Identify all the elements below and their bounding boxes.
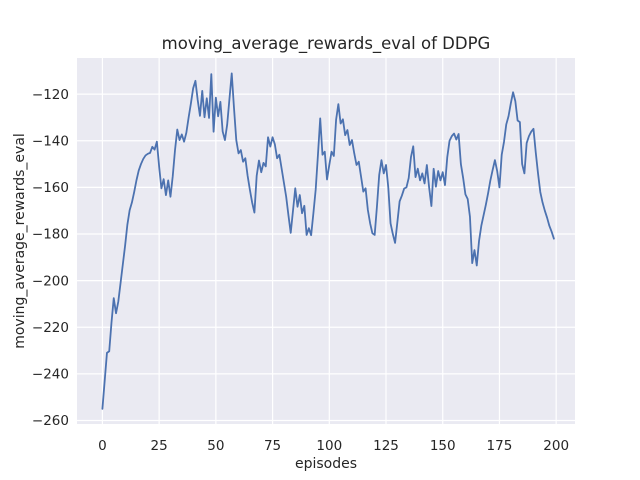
y-tick-label: −200 bbox=[32, 273, 69, 289]
y-tick-label: −220 bbox=[32, 320, 69, 336]
x-tick-label: 200 bbox=[543, 438, 569, 454]
x-tick-label: 125 bbox=[373, 438, 399, 454]
chart-title: moving_average_rewards_eval of DDPG bbox=[162, 34, 491, 54]
y-axis-label: moving_average_rewards_eval bbox=[12, 133, 28, 349]
x-tick-label: 0 bbox=[98, 438, 107, 454]
x-tick-label: 100 bbox=[316, 438, 342, 454]
gridlines bbox=[77, 58, 575, 424]
x-tick-label: 150 bbox=[430, 438, 456, 454]
y-tick-label: −260 bbox=[32, 413, 69, 429]
x-tick-label: 25 bbox=[151, 438, 168, 454]
x-tick-label: 50 bbox=[207, 438, 224, 454]
y-tick-label: −180 bbox=[32, 227, 69, 243]
y-tick-labels: −120 −140 −160 −180 −200 −220 −240 −260 bbox=[32, 87, 69, 429]
x-tick-label: 175 bbox=[487, 438, 513, 454]
x-tick-label: 75 bbox=[264, 438, 281, 454]
x-axis-label: episodes bbox=[295, 456, 357, 472]
y-tick-label: −120 bbox=[32, 87, 69, 103]
x-tick-labels: 0 25 50 75 100 125 150 175 200 bbox=[98, 438, 569, 454]
data-line bbox=[101, 72, 555, 410]
y-tick-label: −240 bbox=[32, 367, 69, 383]
y-tick-label: −160 bbox=[32, 180, 69, 196]
y-tick-label: −140 bbox=[32, 133, 69, 149]
plot-area bbox=[77, 58, 575, 424]
